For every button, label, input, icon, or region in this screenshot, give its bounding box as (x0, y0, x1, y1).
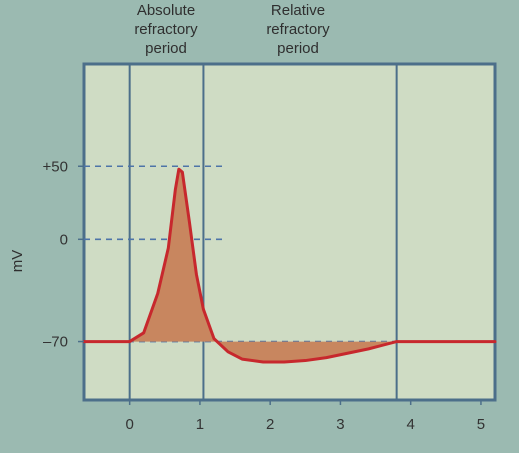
relative-label-line-3: period (277, 40, 319, 57)
y-tick-label: +50 (43, 158, 68, 175)
shaded-areas (129, 169, 397, 363)
y-tick-label: –70 (43, 334, 68, 351)
x-tick-label: 1 (196, 416, 204, 433)
absolute-label-line-3: period (145, 40, 187, 57)
x-tick-label: 3 (336, 416, 344, 433)
relative-label-line-1: Relative (271, 2, 325, 19)
y-axis-label: mV (9, 250, 26, 273)
hyperpolarization-fill (213, 338, 397, 363)
axis-ticks: 0 1 2 3 4 5 +50 0 –70 (43, 158, 486, 433)
action-potential-curve (82, 167, 497, 364)
x-tick-label: 2 (266, 416, 274, 433)
y-tick-label: 0 (60, 231, 68, 248)
x-tick-label: 0 (125, 416, 133, 433)
relative-label-line-2: refractory (266, 21, 330, 38)
x-tick-label: 4 (407, 416, 415, 433)
x-tick-label: 5 (477, 416, 485, 433)
absolute-label-line-2: refractory (134, 21, 198, 38)
absolute-period-fill (129, 169, 214, 342)
action-potential-curve-group (82, 167, 497, 364)
absolute-label-line-1: Absolute (137, 2, 195, 19)
